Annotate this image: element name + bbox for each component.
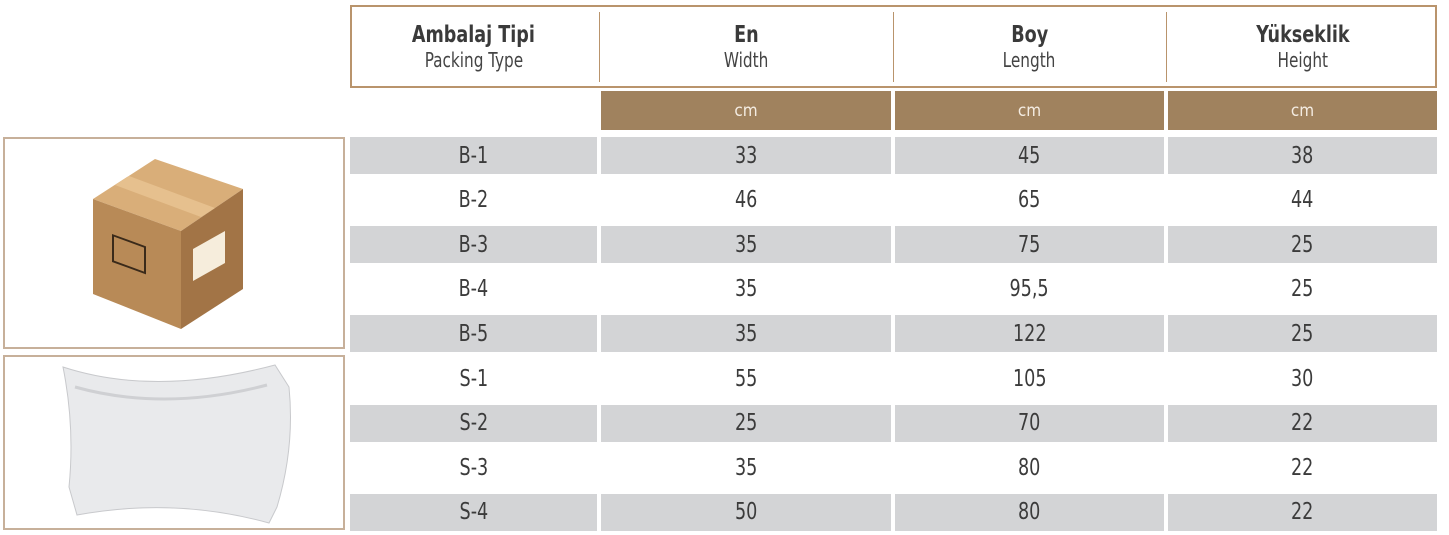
- table-cell-text: 35: [735, 232, 757, 258]
- table-cell-text: B-2: [459, 187, 489, 213]
- header-divider: [599, 12, 600, 82]
- table-cell: 50: [601, 494, 891, 531]
- table-cell-text: 122: [1013, 321, 1047, 347]
- box-image: [5, 139, 343, 347]
- box-image-frame: [3, 137, 345, 349]
- table-cell-text: B-4: [459, 276, 489, 302]
- unit-cell-text: cm: [1291, 101, 1314, 121]
- table-cell: 22: [1168, 449, 1437, 486]
- table-cell: 22: [1168, 405, 1437, 442]
- header-title: Ambalaj Tipi: [412, 22, 535, 48]
- table-cell-text: 25: [1291, 232, 1313, 258]
- table-cell: 30: [1168, 360, 1437, 397]
- table-cell-text: 80: [1018, 499, 1040, 525]
- table-cell-text: S-3: [459, 455, 488, 481]
- table-cell-text: 105: [1013, 366, 1047, 392]
- table-cell: B-3: [350, 226, 597, 263]
- table-cell: 35: [601, 226, 891, 263]
- table-cell: 122: [895, 315, 1164, 352]
- header-divider: [893, 12, 894, 82]
- table-cell: 25: [1168, 315, 1437, 352]
- table-cell-text: 65: [1018, 187, 1040, 213]
- table-cell-text: B-3: [459, 232, 489, 258]
- unit-cell-text: cm: [734, 101, 757, 121]
- header-title: En: [734, 22, 759, 48]
- table-cell: S-4: [350, 494, 597, 531]
- table-cell-text: 46: [735, 187, 757, 213]
- table-cell-text: 22: [1291, 455, 1313, 481]
- table-cell-text: 95,5: [1010, 276, 1049, 302]
- table-cell: 80: [895, 449, 1164, 486]
- table-cell-text: B-1: [459, 143, 489, 169]
- table-cell: 25: [601, 405, 891, 442]
- table-cell: 45: [895, 137, 1164, 174]
- table-cell-text: 50: [735, 499, 757, 525]
- table-cell-text: 30: [1291, 366, 1313, 392]
- table-cell: 105: [895, 360, 1164, 397]
- table-cell: 25: [1168, 226, 1437, 263]
- table-cell: B-5: [350, 315, 597, 352]
- table-cell: 33: [601, 137, 891, 174]
- table-cell: B-2: [350, 182, 597, 219]
- table-cell: 35: [601, 315, 891, 352]
- table-cell: 65: [895, 182, 1164, 219]
- table-cell: 55: [601, 360, 891, 397]
- table-cell: 75: [895, 226, 1164, 263]
- table-cell-text: S-1: [459, 366, 488, 392]
- unit-cell: cm: [895, 91, 1164, 130]
- header-title: Yükseklik: [1256, 22, 1349, 48]
- unit-cell-text: cm: [1018, 101, 1041, 121]
- table-cell-text: 45: [1018, 143, 1040, 169]
- table-cell-text: 22: [1291, 410, 1313, 436]
- table-cell-text: 38: [1291, 143, 1313, 169]
- table-cell-text: 35: [735, 276, 757, 302]
- header-divider: [1166, 12, 1167, 82]
- table-cell-text: 44: [1291, 187, 1313, 213]
- header-subtitle: Packing Type: [424, 48, 522, 72]
- table-cell-text: S-2: [459, 410, 488, 436]
- table-cell: 35: [601, 449, 891, 486]
- table-cell: 80: [895, 494, 1164, 531]
- table-cell: S-1: [350, 360, 597, 397]
- table-cell-text: 80: [1018, 455, 1040, 481]
- table-cell-text: 55: [735, 366, 757, 392]
- unit-cell: cm: [1168, 91, 1437, 130]
- table-cell: 25: [1168, 271, 1437, 308]
- header-subtitle: Length: [1003, 48, 1056, 72]
- header-subtitle: Width: [724, 48, 768, 72]
- page: Ambalaj TipiPacking TypeEnWidthBoyLength…: [0, 0, 1449, 535]
- table-cell-text: 33: [735, 143, 757, 169]
- table-cell: 44: [1168, 182, 1437, 219]
- sack-image-frame: [3, 355, 345, 530]
- table-cell-text: 25: [735, 410, 757, 436]
- table-cell: B-1: [350, 137, 597, 174]
- table-cell-text: 35: [735, 321, 757, 347]
- header-title: Boy: [1011, 22, 1048, 48]
- table-cell-text: 25: [1291, 276, 1313, 302]
- table-cell-text: 70: [1018, 410, 1040, 436]
- table-cell: 35: [601, 271, 891, 308]
- table-cell-text: 22: [1291, 499, 1313, 525]
- table-cell: 38: [1168, 137, 1437, 174]
- sack-image: [5, 357, 343, 528]
- table-cell: 46: [601, 182, 891, 219]
- table-cell-text: 75: [1018, 232, 1040, 258]
- unit-cell: cm: [601, 91, 891, 130]
- table-cell: S-2: [350, 405, 597, 442]
- table-cell: 70: [895, 405, 1164, 442]
- table-cell-text: S-4: [459, 499, 488, 525]
- table-cell: B-4: [350, 271, 597, 308]
- table-cell-text: B-5: [459, 321, 489, 347]
- table-cell-text: 25: [1291, 321, 1313, 347]
- table-cell: 95,5: [895, 271, 1164, 308]
- header-subtitle: Height: [1277, 48, 1328, 72]
- table-cell: S-3: [350, 449, 597, 486]
- table-cell-text: 35: [735, 455, 757, 481]
- table-cell: 22: [1168, 494, 1437, 531]
